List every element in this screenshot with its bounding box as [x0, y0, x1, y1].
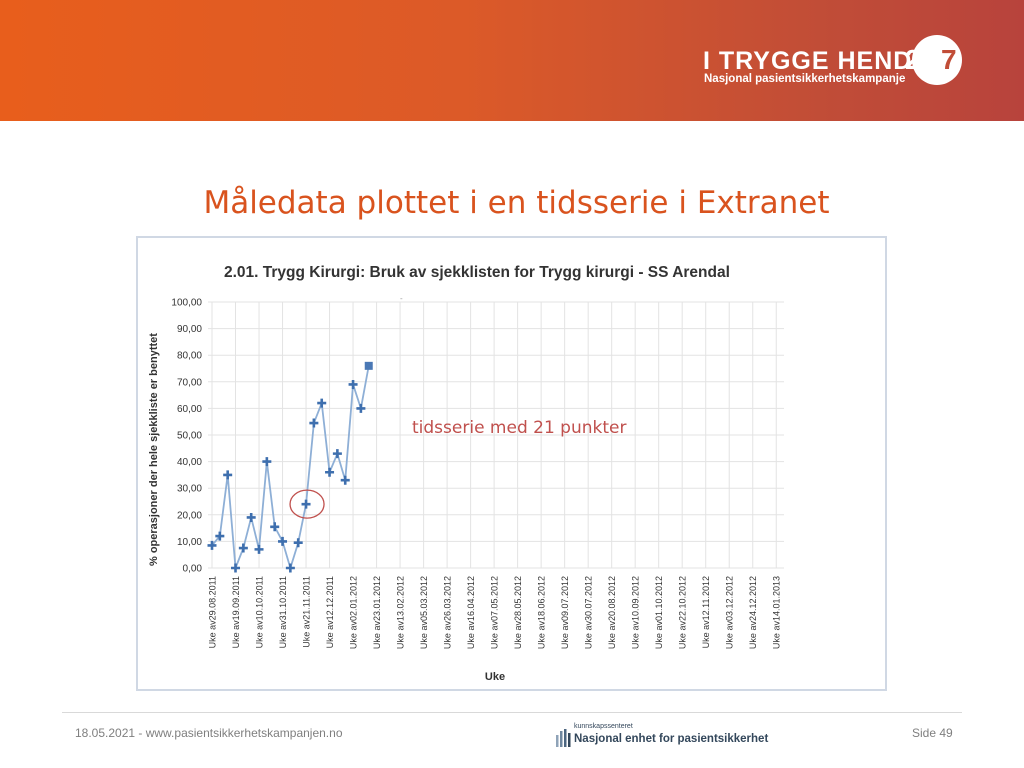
footer-divider — [62, 712, 962, 713]
data-point — [223, 470, 233, 480]
line-chart: 2.01. Trygg Kirurgi: Bruk av sjekklisten… — [148, 264, 784, 683]
x-tick-label: Uke av26.03.2012 — [443, 576, 453, 649]
x-tick-label: Uke av23.01.2012 — [372, 576, 382, 649]
data-point — [348, 379, 358, 389]
y-tick-label: 40,00 — [177, 457, 202, 468]
data-point — [309, 418, 319, 428]
footer-date-url: 18.05.2021 - www.pasientsikkerhetskampan… — [75, 726, 343, 740]
logo-main-text: Nasjonal enhet for pasientsikkerhet — [574, 733, 769, 745]
page-number: Side 49 — [912, 726, 953, 740]
x-tick-label: Uke av16.04.2012 — [466, 576, 476, 649]
y-axis-label: % operasjoner der hele sjekkliste er ben… — [148, 333, 160, 566]
x-tick-label: Uke av29.08.2011 — [208, 576, 218, 648]
data-point — [356, 403, 366, 413]
y-tick-label: 100,00 — [171, 298, 202, 309]
brand-subtitle: Nasjonal pasientsikkerhetskampanje — [704, 73, 906, 85]
y-tick-label: 90,00 — [177, 324, 202, 335]
x-tick-label: Uke av19.09.2011 — [231, 576, 241, 648]
chart-gridlines — [208, 301, 784, 569]
y-tick-label: 0,00 — [183, 564, 203, 575]
chart-marker-glyph: - — [400, 294, 403, 303]
x-tick-label: Uke av02.01.2012 — [349, 576, 359, 649]
data-point — [301, 499, 311, 509]
logo-bars-icon — [556, 729, 571, 747]
y-tick-label: 10,00 — [177, 537, 202, 548]
x-tick-label: Uke av12.12.2011 — [325, 576, 335, 648]
x-tick-label: Uke av10.10.2011 — [255, 576, 265, 648]
highlight-circle — [289, 489, 325, 519]
data-point — [364, 361, 373, 370]
footer-logo: kunnskapssenteret Nasjonal enhet for pas… — [556, 723, 768, 747]
brand-badge-circle — [912, 35, 962, 85]
x-tick-label: Uke av24.12.2012 — [748, 576, 758, 649]
x-tick-label: Uke av07.05.2012 — [490, 576, 500, 649]
y-tick-label: 80,00 — [177, 351, 202, 362]
x-tick-label: Uke av28.05.2012 — [513, 576, 523, 649]
x-tick-label: Uke av03.12.2012 — [725, 576, 735, 649]
data-point — [246, 512, 256, 522]
logo-small-text: kunnskapssenteret — [574, 723, 633, 730]
header-banner: I TRYGGE HENDER Nasjonal pasientsikkerhe… — [0, 0, 1024, 121]
y-tick-label: 60,00 — [177, 404, 202, 415]
x-axis-label: Uke — [485, 671, 505, 683]
data-point — [215, 531, 225, 541]
data-point — [278, 536, 288, 546]
data-point — [317, 398, 327, 408]
y-tick-label: 30,00 — [177, 484, 202, 495]
x-tick-label: Uke av12.11.2012 — [701, 576, 711, 648]
data-point — [285, 563, 295, 573]
y-axis-ticks: 0,00 10,00 20,00 30,00 40,00 50,00 60,00 70,00 8… — [171, 298, 202, 575]
x-tick-label: Uke av10.09.2012 — [631, 576, 641, 649]
x-tick-label: Uke av30.07.2012 — [584, 576, 594, 649]
data-point — [270, 522, 280, 532]
brand-badge-24: 24 — [905, 44, 937, 75]
x-axis-ticks: Uke av29.08.2011 Uke av19.09.2011 Uke av10… — [208, 576, 782, 649]
y-tick-label: 50,00 — [177, 431, 202, 442]
data-point — [254, 544, 264, 554]
x-tick-label: Uke av18.06.2012 — [537, 576, 547, 649]
x-tick-label: Uke av31.10.2011 — [278, 576, 288, 648]
data-point — [231, 563, 241, 573]
series-line — [207, 361, 373, 573]
chart-frame: 2.01. Trygg Kirurgi: Bruk av sjekklisten… — [136, 236, 887, 691]
data-point — [262, 457, 272, 467]
x-tick-label: Uke av01.10.2012 — [654, 576, 664, 649]
y-tick-label: 70,00 — [177, 377, 202, 388]
x-tick-label: Uke av14.01.2013 — [772, 576, 782, 649]
x-tick-label: Uke av13.02.2012 — [396, 576, 406, 649]
x-tick-label: Uke av09.07.2012 — [560, 576, 570, 649]
slide-title: Måledata plottet i en tidsserie i Extran… — [203, 185, 830, 221]
chart-title: 2.01. Trygg Kirurgi: Bruk av sjekklisten… — [224, 264, 730, 281]
annotation-text: tidsserie med 21 punkter — [412, 418, 626, 438]
data-point — [207, 540, 217, 550]
data-point — [340, 475, 350, 485]
data-point — [293, 538, 303, 548]
y-tick-label: 20,00 — [177, 510, 202, 521]
brand-badge-7: 7 — [941, 44, 957, 75]
data-point — [238, 543, 248, 553]
x-tick-label: Uke av21.11.2011 — [302, 576, 312, 648]
x-tick-label: Uke av20.08.2012 — [607, 576, 617, 649]
brand-title: I TRYGGE HENDER — [703, 47, 950, 75]
data-point — [325, 467, 335, 477]
x-tick-label: Uke av22.10.2012 — [678, 576, 688, 649]
x-tick-label: Uke av05.03.2012 — [419, 576, 429, 649]
data-point — [332, 449, 342, 459]
